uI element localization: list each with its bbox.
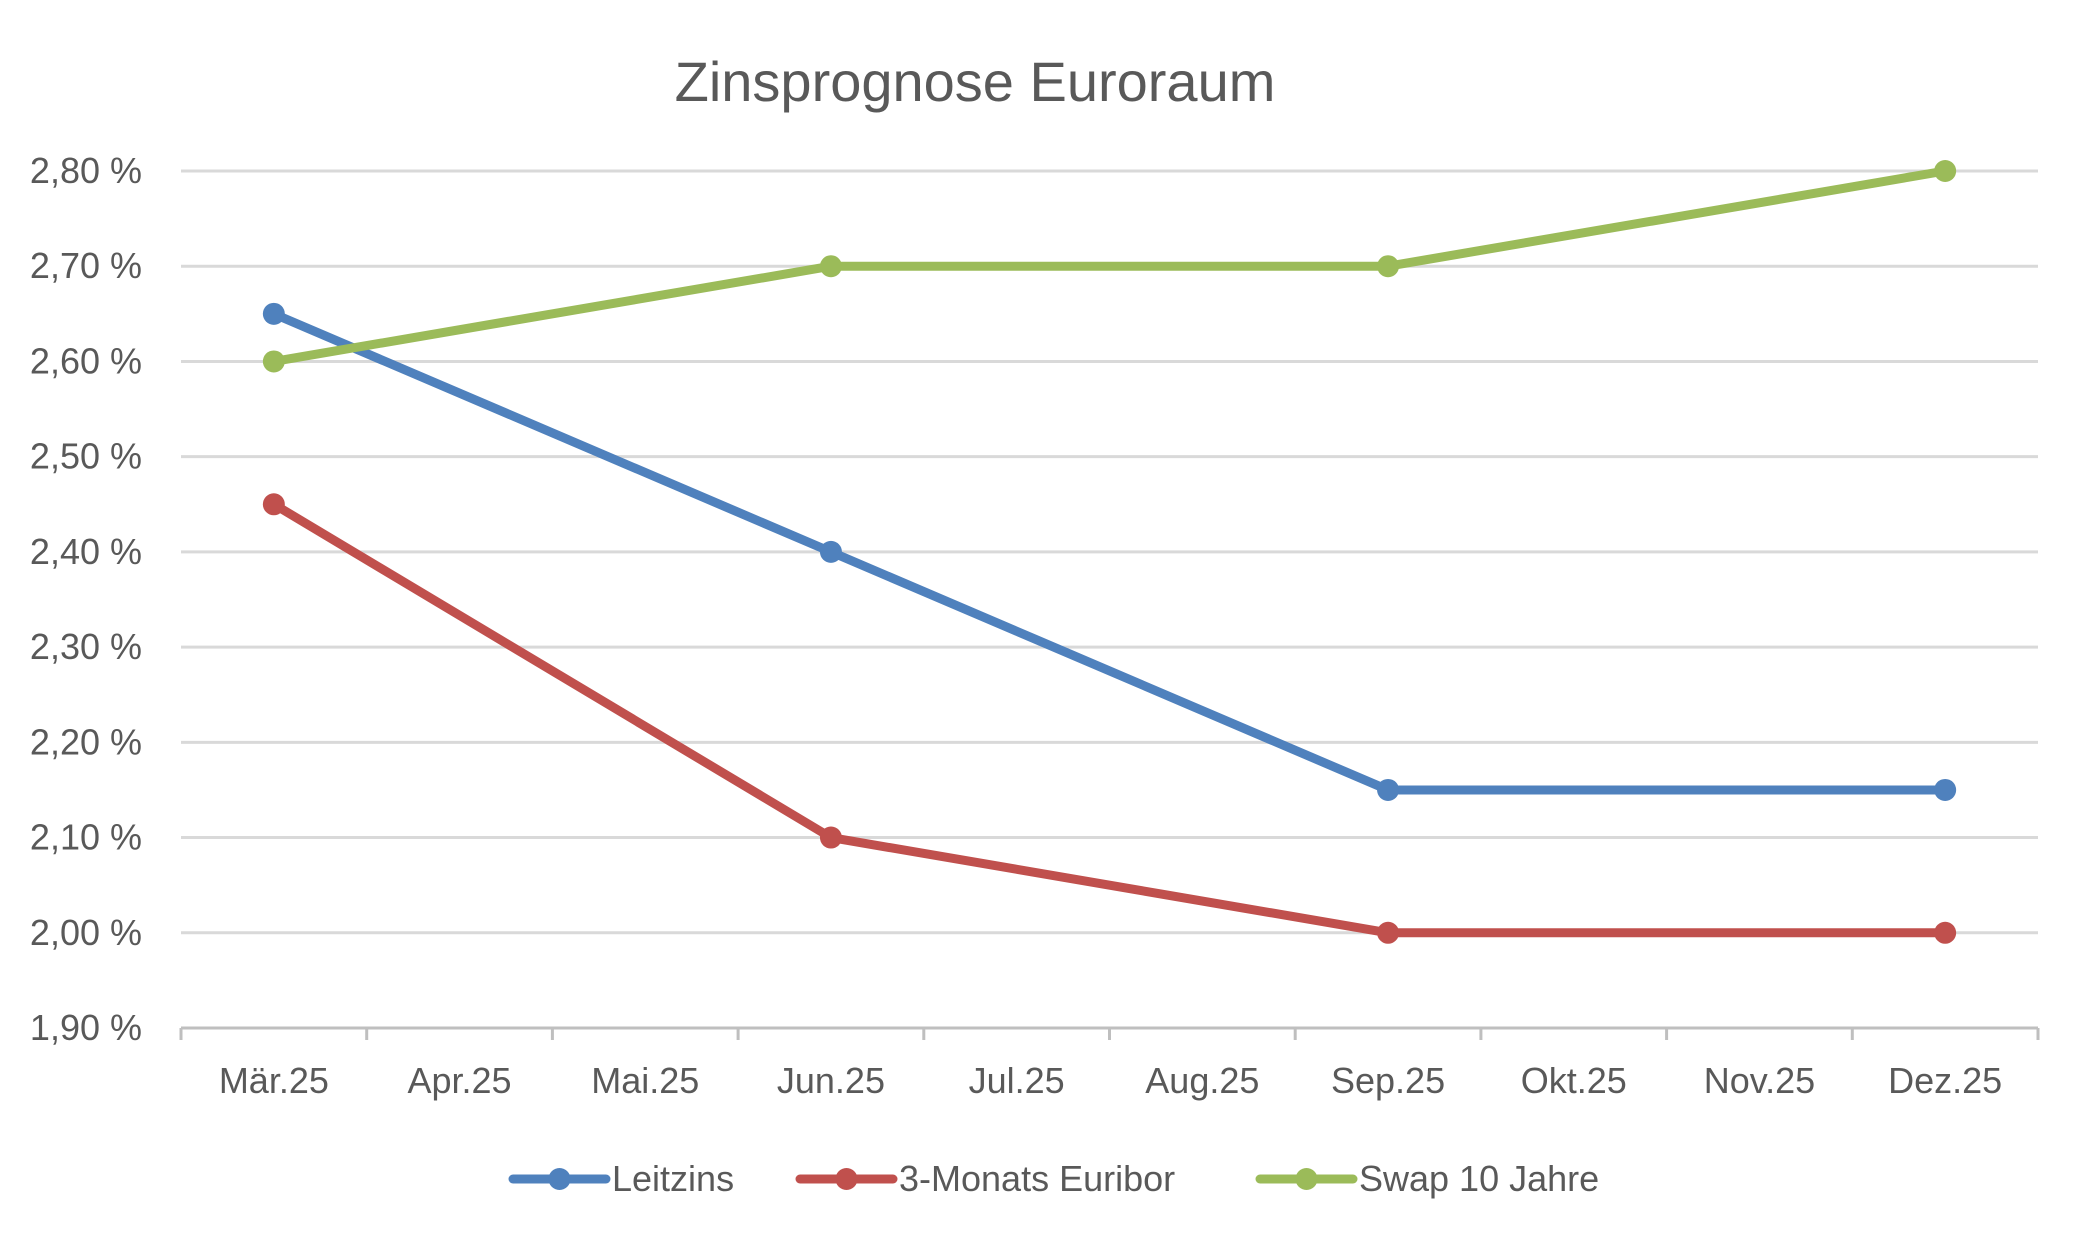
y-tick-label: 2,60 % bbox=[30, 340, 142, 381]
x-axis bbox=[179, 1026, 2040, 1040]
y-tick-label: 1,90 % bbox=[30, 1007, 142, 1048]
series-line bbox=[269, 166, 1950, 366]
y-tick-label: 2,20 % bbox=[30, 721, 142, 762]
x-tick-label: Jul.25 bbox=[969, 1060, 1065, 1101]
series-line bbox=[269, 309, 1950, 795]
data-point bbox=[1377, 255, 1400, 278]
legend: Leitzins 3-Monats Euribor Swap 10 Jahre bbox=[508, 1158, 1599, 1199]
data-point bbox=[262, 350, 285, 373]
legend-item: 3-Monats Euribor bbox=[795, 1158, 1175, 1199]
series-lines bbox=[262, 160, 1957, 944]
legend-item: Leitzins bbox=[508, 1158, 734, 1199]
data-point bbox=[1934, 921, 1957, 944]
legend-label: Leitzins bbox=[612, 1158, 734, 1199]
y-tick-label: 2,70 % bbox=[30, 245, 142, 286]
data-point bbox=[262, 493, 285, 516]
legend-swatch-marker bbox=[548, 1168, 571, 1190]
legend-label: 3-Monats Euribor bbox=[899, 1158, 1175, 1199]
series-leitzins bbox=[262, 302, 1957, 801]
x-tick-label: Mär.25 bbox=[219, 1060, 329, 1101]
gridlines bbox=[181, 169, 2038, 935]
legend-swatch-marker bbox=[1295, 1168, 1318, 1190]
data-point bbox=[819, 826, 842, 849]
x-tick-label: Apr.25 bbox=[408, 1060, 512, 1101]
y-tick-label: 2,00 % bbox=[30, 912, 142, 953]
y-tick-label: 2,50 % bbox=[30, 436, 142, 477]
y-tick-label: 2,30 % bbox=[30, 626, 142, 667]
data-point bbox=[1377, 778, 1400, 801]
x-tick-label: Jun.25 bbox=[777, 1060, 885, 1101]
x-tick-label: Nov.25 bbox=[1704, 1060, 1815, 1101]
y-tick-label: 2,10 % bbox=[30, 817, 142, 858]
series-3-monats-euribor bbox=[262, 493, 1957, 944]
x-axis-tick-labels: Mär.25 Apr.25 Mai.25 Jun.25 Jul.25 Aug.25 Sep.… bbox=[219, 1060, 2002, 1101]
series-swap-10-jahre bbox=[262, 160, 1957, 373]
chart-title: Zinsprognose Euroraum bbox=[675, 50, 1276, 113]
data-point bbox=[819, 255, 842, 278]
legend-swatch-marker bbox=[835, 1168, 858, 1190]
data-point bbox=[819, 540, 842, 563]
x-tick-label: Okt.25 bbox=[1521, 1060, 1627, 1101]
data-point bbox=[262, 302, 285, 325]
x-tick-label: Aug.25 bbox=[1145, 1060, 1259, 1101]
y-axis-tick-labels: 1,90 % 2,00 % 2,10 % 2,20 % 2,30 % 2,40 % 2,50… bbox=[30, 150, 142, 1048]
data-point bbox=[1934, 778, 1957, 801]
x-tick-label: Mai.25 bbox=[591, 1060, 699, 1101]
series-line bbox=[269, 499, 1950, 938]
legend-item: Swap 10 Jahre bbox=[1255, 1158, 1599, 1199]
x-tick-label: Sep.25 bbox=[1331, 1060, 1445, 1101]
y-tick-label: 2,40 % bbox=[30, 531, 142, 572]
data-point bbox=[1377, 921, 1400, 944]
data-point bbox=[1934, 160, 1957, 182]
legend-label: Swap 10 Jahre bbox=[1359, 1158, 1599, 1199]
y-tick-label: 2,80 % bbox=[30, 150, 142, 191]
x-tick-label: Dez.25 bbox=[1888, 1060, 2002, 1101]
